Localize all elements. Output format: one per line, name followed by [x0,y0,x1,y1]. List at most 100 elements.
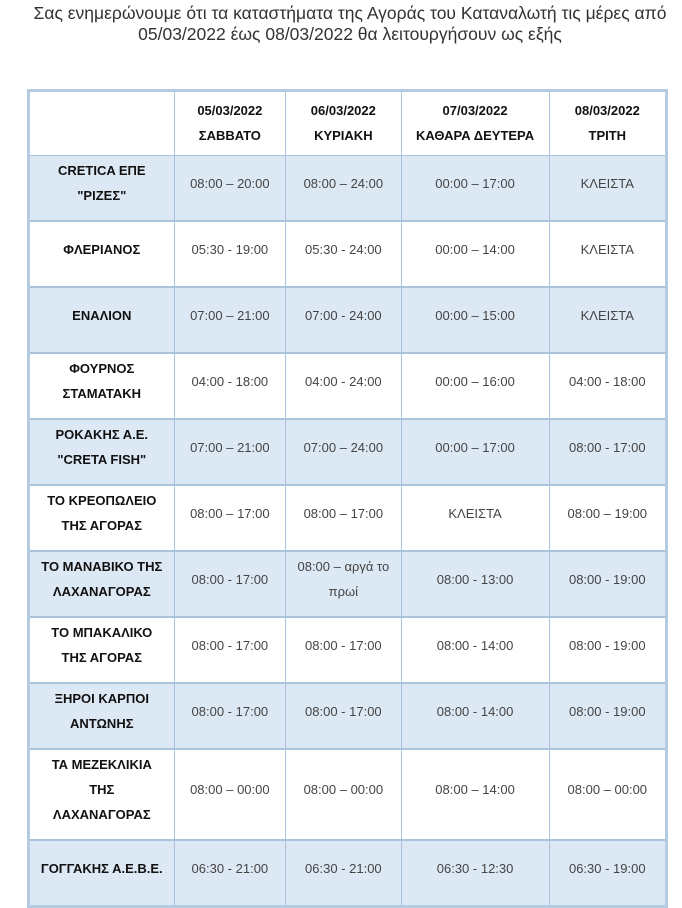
table-row: ΦΛΕΡΙΑΝΟΣ 05:30 - 19:00 05:30 - 24:00 00:00… [28,220,668,288]
hours-cell: 08:00 - 17:00 [173,682,287,750]
hours-cell: 08:00 - 13:00 [400,550,550,618]
hours-cell: 04:00 - 24:00 [285,352,402,420]
store-name-cell: ΦΟΥΡΝΟΣ ΣΤΑΜΑΤΑΚΗ [28,352,175,420]
store-name-cell: ΓΟΓΓΑΚΗΣ Α.Ε.Β.Ε. [28,839,175,907]
hours-cell: 08:00 – 00:00 [173,748,287,841]
table-row: ΞΗΡΟΙ ΚΑΡΠΟΙ ΑΝΤΩΝΗΣ 08:00 - 17:00 08:00 - … [28,682,668,750]
store-name-line: ΑΝΤΩΝΗΣ [70,716,134,731]
store-name-cell: ΤΟ ΜΑΝΑΒΙΚΟ ΤΗΣ ΛΑΧΑΝΑΓΟΡΑΣ [28,550,175,618]
hours-cell: 08:00 – 17:00 [173,484,287,552]
hours-cell: 06:30 - 19:00 [548,839,668,907]
hours-cell: 08:00 – 19:00 [548,484,668,552]
column-header: 08/03/2022 ΤΡΙΤΗ [548,90,668,156]
hours-cell: 08:00 – αργά το πρωί [285,550,402,618]
store-name-line: ΤΟ ΜΠΑΚΑΛΙΚΟ [51,625,153,640]
store-name-line: ΤΗΣ ΑΓΟΡΑΣ [61,650,143,665]
hours-cell: 08:00 - 17:00 [285,616,402,684]
hours-cell: 08:00 - 19:00 [548,616,668,684]
table-row: ΓΟΓΓΑΚΗΣ Α.Ε.Β.Ε. 06:30 - 21:00 06:30 - 21… [28,839,668,907]
hours-cell: 00:00 – 15:00 [400,286,550,354]
hours-cell: 05:30 - 19:00 [173,220,287,288]
column-header-date: 06/03/2022 [310,103,376,118]
hours-cell: 08:00 – 17:00 [285,484,402,552]
hours-cell: 07:00 – 24:00 [285,418,402,486]
hours-cell: 04:00 - 18:00 [548,352,668,420]
hours-cell: ΚΛΕΙΣΤΑ [548,155,668,222]
hours-cell: 08:00 - 14:00 [400,682,550,750]
store-name-cell: ΤΟ ΜΠΑΚΑΛΙΚΟ ΤΗΣ ΑΓΟΡΑΣ [28,616,175,684]
store-name-cell: ΦΛΕΡΙΑΝΟΣ [28,220,175,288]
hours-cell: 08:00 - 17:00 [285,682,402,750]
opening-hours-table: 05/03/2022 ΣΑΒΒΑΤΟ 06/03/2022 ΚΥΡΙΑΚΗ 07/03/… [27,89,668,908]
store-name-line: ΦΟΥΡΝΟΣ [69,361,135,376]
hours-cell: 08:00 - 17:00 [173,616,287,684]
column-header: 06/03/2022 ΚΥΡΙΑΚΗ [285,90,402,156]
column-header-day: ΤΡΙΤΗ [588,128,627,143]
column-header-day: ΣΑΒΒΑΤΟ [198,128,261,143]
hours-cell: ΚΛΕΙΣΤΑ [548,220,668,288]
hours-cell: 08:00 - 17:00 [548,418,668,486]
store-name-line: ΣΤΑΜΑΤΑΚΗ [62,386,141,401]
hours-cell: 04:00 - 18:00 [173,352,287,420]
hours-cell: 08:00 – 00:00 [548,748,668,841]
header-corner-cell [28,90,175,156]
store-name-line: ΓΟΓΓΑΚΗΣ Α.Ε.Β.Ε. [40,860,163,876]
hours-cell: 08:00 - 19:00 [548,550,668,618]
hours-cell: 07:00 - 24:00 [285,286,402,354]
table-header-row: 05/03/2022 ΣΑΒΒΑΤΟ 06/03/2022 ΚΥΡΙΑΚΗ 07/03/… [28,90,668,156]
hours-cell: 08:00 – 24:00 [285,155,402,222]
store-name-cell: ΤΟ ΚΡΕΟΠΩΛΕΙΟ ΤΗΣ ΑΓΟΡΑΣ [28,484,175,552]
table-row: ΤΑ ΜΕΖΕΚΛΙΚΙΑ ΤΗΣ ΛΑΧΑΝΑΓΟΡΑΣ 08:00 – 00:00… [28,748,668,841]
hours-cell: 08:00 - 17:00 [173,550,287,618]
table-row: ΤΟ ΚΡΕΟΠΩΛΕΙΟ ΤΗΣ ΑΓΟΡΑΣ 08:00 – 17:00 08:0… [28,484,668,552]
hours-cell: 00:00 – 17:00 [400,418,550,486]
store-name-line: ΤΗΣ [89,782,115,797]
column-header-day: ΚΥΡΙΑΚΗ [314,128,373,143]
table-row: ΦΟΥΡΝΟΣ ΣΤΑΜΑΤΑΚΗ 04:00 - 18:00 04:00 - 24:… [28,352,668,420]
intro-line-2: 05/03/2022 έως 08/03/2022 θα λειτουργήσο… [138,24,562,44]
store-name-line: ΤΗΣ ΑΓΟΡΑΣ [61,518,143,533]
column-header: 05/03/2022 ΣΑΒΒΑΤΟ [173,90,287,156]
store-name-line: ΤΑ ΜΕΖΕΚΛΙΚΙΑ [51,757,152,772]
table-row: CRETICA ΕΠΕ "ΡΙΖΕΣ" 08:00 – 20:00 08:00 – 2… [28,155,668,222]
hours-cell: 07:00 – 21:00 [173,286,287,354]
hours-cell: 06:30 - 12:30 [400,839,550,907]
store-name-line: ΛΑΧΑΝΑΓΟΡΑΣ [52,807,151,822]
hours-cell: 00:00 – 16:00 [400,352,550,420]
store-name-line: "CRETA FISH" [57,452,147,467]
store-name-line: ΤΟ ΚΡΕΟΠΩΛΕΙΟ [47,493,157,508]
intro-text: Σας ενημερώνουμε ότι τα καταστήματα της … [0,3,682,45]
store-name-line: ΡΟΚΑΚΗΣ Α.Ε. [55,427,149,442]
store-name-cell: ΤΑ ΜΕΖΕΚΛΙΚΙΑ ΤΗΣ ΛΑΧΑΝΑΓΟΡΑΣ [28,748,175,841]
hours-cell: ΚΛΕΙΣΤΑ [548,286,668,354]
column-header: 07/03/2022 ΚΑΘΑΡΑ ΔΕΥΤΕΡΑ [400,90,550,156]
table-row: ΤΟ ΜΑΝΑΒΙΚΟ ΤΗΣ ΛΑΧΑΝΑΓΟΡΑΣ 08:00 - 17:00 0… [28,550,668,618]
hours-cell: 00:00 – 17:00 [400,155,550,222]
store-name-line: ΦΛΕΡΙΑΝΟΣ [63,241,141,257]
table-row: ΡΟΚΑΚΗΣ Α.Ε. "CRETA FISH" 07:00 – 21:00 07:… [28,418,668,486]
hours-cell: 08:00 – 14:00 [400,748,550,841]
store-name-cell: ΡΟΚΑΚΗΣ Α.Ε. "CRETA FISH" [28,418,175,486]
hours-cell: 06:30 - 21:00 [173,839,287,907]
store-name-line: ΛΑΧΑΝΑΓΟΡΑΣ [52,584,151,599]
hours-cell: 00:00 – 14:00 [400,220,550,288]
hours-cell: 06:30 - 21:00 [285,839,402,907]
hours-cell: 08:00 - 19:00 [548,682,668,750]
hours-cell: 08:00 – 00:00 [285,748,402,841]
store-name-line: ΕΝΑΛΙΟΝ [72,307,132,323]
store-name-line: ΤΟ ΜΑΝΑΒΙΚΟ ΤΗΣ [41,559,163,574]
store-name-cell: ΞΗΡΟΙ ΚΑΡΠΟΙ ΑΝΤΩΝΗΣ [28,682,175,750]
column-header-date: 08/03/2022 [574,103,640,118]
store-name-line: ΞΗΡΟΙ ΚΑΡΠΟΙ [54,691,149,706]
hours-cell: ΚΛΕΙΣΤΑ [400,484,550,552]
store-name-line: CRETICA ΕΠΕ [57,163,146,178]
intro-line-1: Σας ενημερώνουμε ότι τα καταστήματα της … [33,3,667,23]
table-row: ΕΝΑΛΙΟΝ 07:00 – 21:00 07:00 - 24:00 00:00 –… [28,286,668,354]
table-row: ΤΟ ΜΠΑΚΑΛΙΚΟ ΤΗΣ ΑΓΟΡΑΣ 08:00 - 17:00 08:00… [28,616,668,684]
column-header-date: 05/03/2022 [197,103,263,118]
store-name-cell: ΕΝΑΛΙΟΝ [28,286,175,354]
hours-cell: 07:00 – 21:00 [173,418,287,486]
store-name-line: "ΡΙΖΕΣ" [77,188,127,203]
column-header-day: ΚΑΘΑΡΑ ΔΕΥΤΕΡΑ [415,128,535,143]
hours-cell: 08:00 - 14:00 [400,616,550,684]
